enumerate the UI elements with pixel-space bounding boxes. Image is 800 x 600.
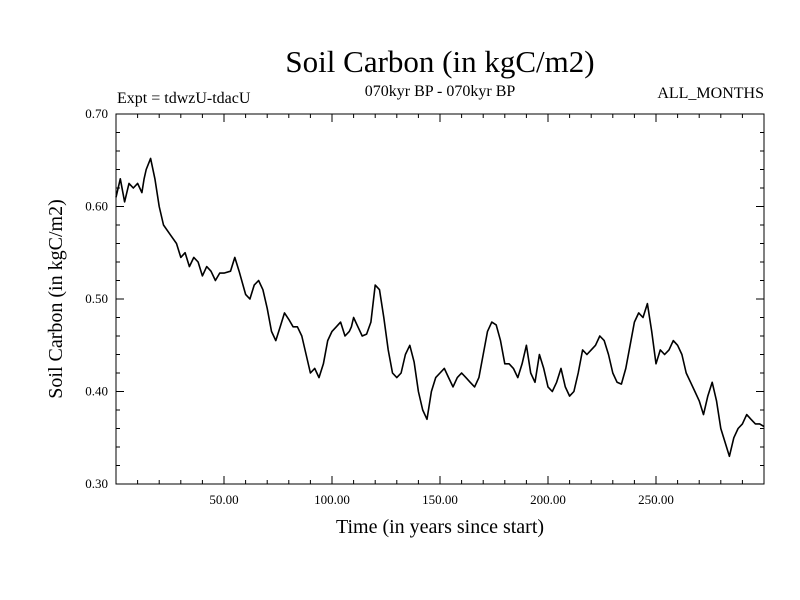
x-tick-label: 50.00 [209,492,238,507]
y-axis-ticks: 0.30 0.40 0.50 0.60 0.70 [85,106,108,491]
period-label: 070kyr BP - 070kyr BP [365,83,516,100]
soil-carbon-series-line [115,157,765,458]
plot-frame [115,113,765,485]
x-tick-label: 200.00 [530,492,566,507]
x-axis-ticks: 50.00 100.00 150.00 200.00 250.00 [209,492,674,507]
y-tick-label: 0.30 [85,476,108,491]
x-tick-label: 150.00 [422,492,458,507]
x-tick-label: 250.00 [638,492,674,507]
months-label: ALL_MONTHS [657,85,764,102]
y-axis-label: Soil Carbon (in kgC/m2) [45,199,67,398]
y-tick-label: 0.40 [85,384,108,399]
y-tick-label: 0.60 [85,199,108,214]
y-tick-label: 0.50 [85,291,108,306]
experiment-label: Expt = tdwzU-tdacU [117,90,251,107]
plot-area: 0.30 0.40 0.50 0.60 0.70 50.00 100.00 150.00 20… [85,106,765,507]
y-tick-label: 0.70 [85,106,108,121]
x-tick-label: 100.00 [314,492,350,507]
chart-title: Soil Carbon (in kgC/m2) [285,44,594,79]
minor-ticks [116,114,764,484]
x-axis-label: Time (in years since start) [336,516,544,538]
